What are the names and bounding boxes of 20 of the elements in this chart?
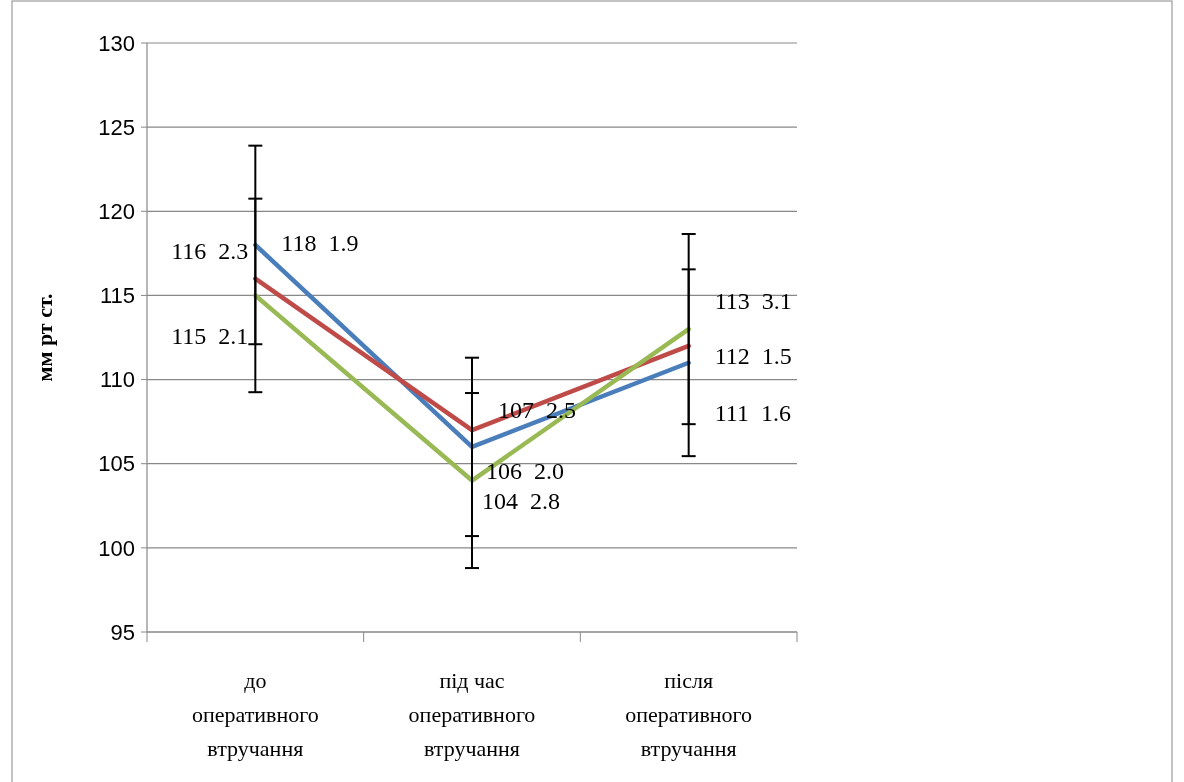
data-label: 112 1.5 bbox=[714, 343, 792, 370]
data-label: 113 3.1 bbox=[714, 288, 792, 315]
y-tick-label: 130 bbox=[98, 30, 135, 56]
data-label: 104 2.8 bbox=[482, 487, 560, 514]
y-tick-label: 115 bbox=[99, 283, 135, 309]
data-label: 111 1.6 bbox=[714, 400, 791, 427]
y-tick-label: 105 bbox=[98, 451, 135, 477]
y-tick-label: 120 bbox=[98, 198, 135, 224]
y-tick-label: 110 bbox=[99, 367, 135, 393]
y-axis-title: мм рт ст. bbox=[32, 293, 57, 382]
x-tick-label: після оперативного втручання bbox=[625, 668, 753, 761]
y-tick-label: 100 bbox=[98, 535, 135, 561]
data-label: 115 2.1 bbox=[171, 322, 249, 349]
y-tick-label: 125 bbox=[98, 114, 135, 140]
data-label: 106 2.0 bbox=[486, 458, 564, 485]
data-label: 118 1.9 bbox=[281, 230, 359, 257]
x-tick-label: під час оперативного втручання bbox=[408, 668, 536, 761]
data-label: 116 2.3 bbox=[171, 238, 249, 264]
y-tick-label: 95 bbox=[110, 619, 135, 645]
x-tick-label: до оперативного втручання bbox=[191, 668, 319, 761]
